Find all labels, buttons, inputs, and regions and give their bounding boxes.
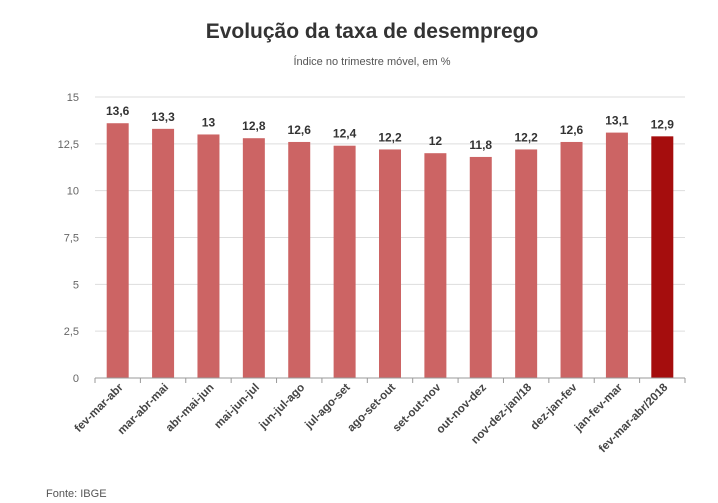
data-label: 12,4 (333, 127, 357, 141)
y-tick-label: 7,5 (64, 233, 79, 245)
data-label: 12,2 (514, 130, 538, 144)
bar (106, 123, 129, 378)
data-label: 13,6 (106, 104, 130, 118)
bar (515, 149, 538, 378)
data-label: 12,6 (288, 123, 312, 137)
bar (651, 136, 674, 378)
x-tick-label: jul-ago-set (302, 382, 352, 432)
y-tick-label: 5 (73, 279, 79, 291)
data-label: 13,3 (151, 110, 175, 124)
bar (288, 141, 311, 378)
bar (333, 145, 356, 378)
x-tick-label: mai-jun-jul (212, 382, 262, 432)
bar (605, 132, 628, 378)
y-tick-label: 0 (73, 373, 79, 385)
y-tick-label: 15 (67, 92, 79, 104)
bar (197, 134, 220, 378)
bars (106, 123, 674, 378)
y-tick-label: 10 (67, 186, 79, 198)
data-label: 12,2 (378, 130, 402, 144)
data-label: 12,9 (651, 117, 675, 131)
bar (379, 149, 401, 378)
bar (424, 153, 447, 378)
bar (242, 138, 265, 378)
bar (560, 141, 583, 378)
x-tick-label: jun-jul-ago (257, 382, 308, 433)
y-tick-label: 2,5 (64, 326, 79, 338)
y-tick-label: 12,5 (58, 139, 79, 151)
data-label: 13,1 (605, 114, 629, 128)
chart-title: Evolução da taxa de desemprego (205, 20, 539, 43)
x-axis: fev-mar-abrmar-abr-maiabr-mai-junmai-jun… (73, 377, 686, 455)
data-label: 11,8 (469, 138, 492, 152)
y-axis-ticks: 0 2,5 5 7,5 10 12,5 15 (58, 92, 79, 385)
data-labels: 13,6 13,3 13 12,8 12,6 12,4 12,2 12 11,8 12,2 12,6… (106, 104, 674, 152)
x-tick-label: abr-mai-jun (164, 382, 217, 435)
data-label: 12,8 (242, 119, 266, 133)
source-note: Fonte: IBGE (46, 488, 107, 500)
data-label: 13 (202, 115, 216, 129)
chart-subtitle: Índice no trimestre móvel, em % (293, 56, 451, 68)
data-label: 12 (429, 134, 443, 148)
data-label: 12,6 (560, 123, 584, 137)
bar (152, 128, 175, 378)
bar (469, 156, 492, 378)
